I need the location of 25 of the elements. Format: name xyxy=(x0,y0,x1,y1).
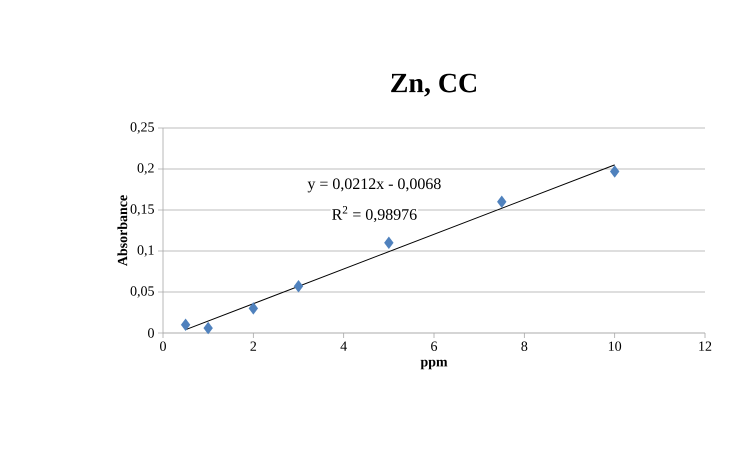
y-tick-label: 0,2 xyxy=(138,163,154,175)
y-axis-title: Absorbance xyxy=(117,195,128,266)
x-tick-label: 10 xyxy=(608,342,622,351)
point xyxy=(203,322,213,334)
annotation: y = 0,0212x - 0,0068 xyxy=(308,178,441,192)
x-tick-label: 8 xyxy=(521,342,528,351)
y-tick-label: 0,1 xyxy=(138,245,154,257)
x-tick-label: 2 xyxy=(250,342,256,351)
point xyxy=(180,318,190,331)
y-tick-label: 0,25 xyxy=(130,122,154,134)
x-axis-title: ppm xyxy=(420,360,448,370)
y-tick-label: 0 xyxy=(148,328,154,338)
point xyxy=(610,165,620,178)
x-tick-label: 4 xyxy=(340,342,347,351)
point xyxy=(497,196,506,208)
x-tick-label: 0 xyxy=(160,342,166,351)
x-tick-label: 12 xyxy=(699,342,712,351)
point xyxy=(294,280,304,292)
y-tick-label: 0,15 xyxy=(130,204,154,216)
point xyxy=(384,236,394,249)
point xyxy=(248,302,258,315)
x-tick-label: 6 xyxy=(431,342,438,351)
y-tick-label: 0,05 xyxy=(130,286,154,298)
chart-title: Zn, CC xyxy=(391,74,476,96)
annotation: R$^{2}$ = 0,98976 xyxy=(332,206,417,222)
